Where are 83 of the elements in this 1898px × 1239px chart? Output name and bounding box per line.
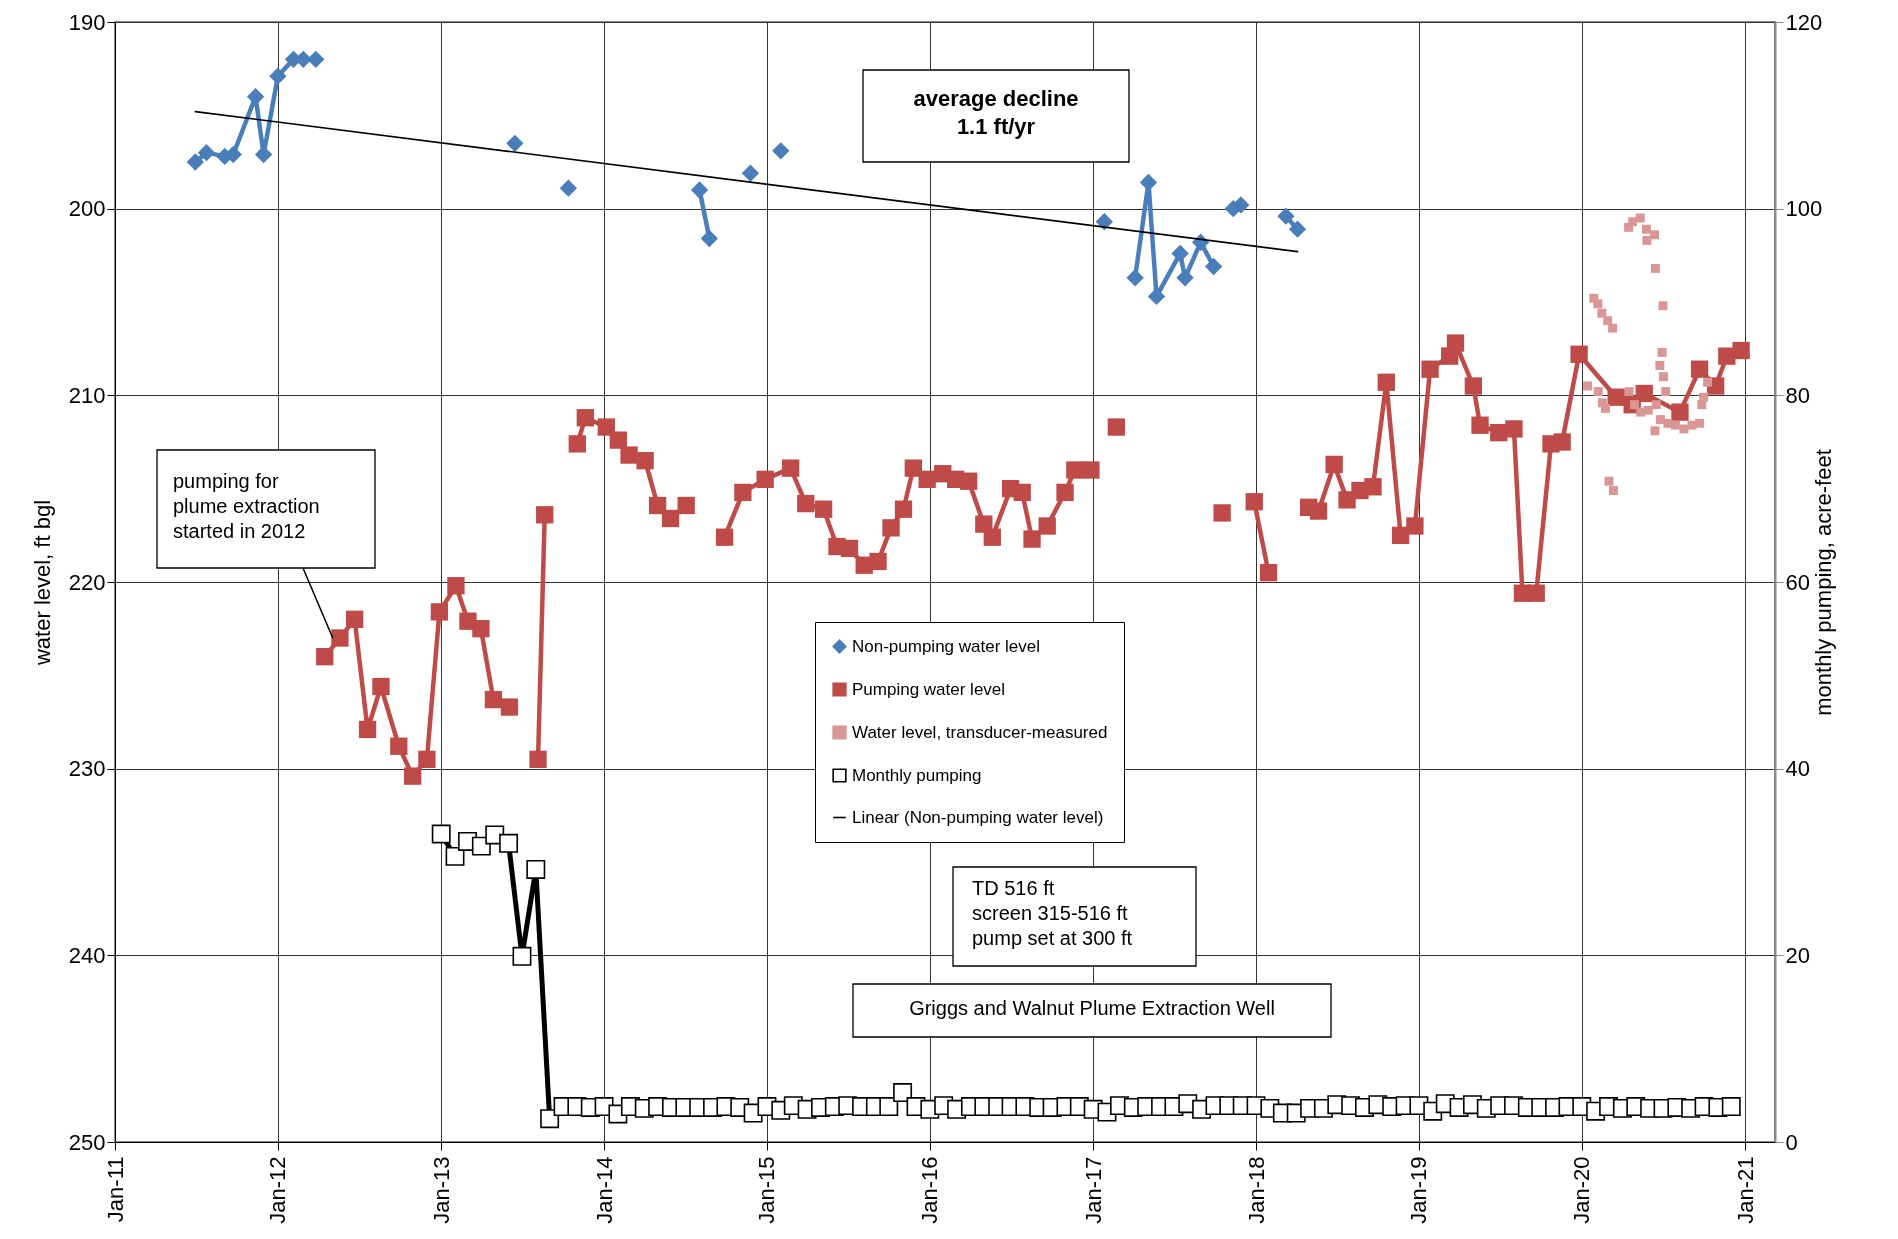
point bbox=[307, 50, 325, 68]
y2-tick-label: 0 bbox=[1785, 1129, 1798, 1155]
annotation: average decline 1.1 ft/yr bbox=[913, 86, 1079, 139]
x-tick-label: Jan-18 bbox=[1243, 1156, 1269, 1224]
y2-tick-label: 120 bbox=[1785, 9, 1823, 35]
y-tick-label: 230 bbox=[68, 756, 106, 782]
y2-tick-label: 20 bbox=[1785, 942, 1810, 968]
point bbox=[1650, 263, 1660, 273]
annotation: pumping for plume extraction started in 2012 bbox=[173, 470, 320, 542]
point bbox=[1658, 301, 1668, 311]
y2-axis-title: monthly pumping, acre-feet bbox=[1811, 449, 1837, 716]
point bbox=[1695, 418, 1705, 428]
point bbox=[1604, 476, 1614, 486]
point bbox=[1679, 424, 1689, 434]
point bbox=[269, 67, 287, 85]
point bbox=[506, 134, 524, 152]
point bbox=[1624, 387, 1634, 397]
point bbox=[1658, 372, 1668, 382]
y-tick-label: 190 bbox=[68, 9, 106, 35]
point bbox=[1655, 360, 1665, 370]
point bbox=[1642, 224, 1651, 234]
point bbox=[772, 142, 790, 160]
x-tick-label: Jan-16 bbox=[917, 1156, 943, 1224]
point bbox=[1597, 398, 1607, 408]
x-tick-label: Jan-14 bbox=[591, 1156, 617, 1224]
x-tick-label: Jan-20 bbox=[1569, 1156, 1595, 1224]
y-tick-label: 250 bbox=[68, 1129, 106, 1155]
point bbox=[1593, 299, 1603, 309]
point bbox=[1204, 257, 1223, 276]
y-axis-title: water level, ft bgl bbox=[29, 499, 55, 667]
point bbox=[559, 179, 578, 197]
y-tick-label: 200 bbox=[68, 196, 106, 222]
y-tick-label: 220 bbox=[68, 569, 106, 595]
x-tick-label: Jan-11 bbox=[102, 1156, 128, 1223]
point bbox=[1624, 222, 1634, 232]
x-tick-label: Jan-13 bbox=[428, 1156, 454, 1224]
point bbox=[1651, 400, 1661, 410]
legend-label: Linear (Non-pumping water level) bbox=[852, 807, 1104, 827]
point bbox=[1126, 269, 1144, 287]
x-tick-label: Jan-19 bbox=[1406, 1156, 1432, 1224]
point bbox=[1671, 420, 1680, 430]
point bbox=[1650, 426, 1660, 436]
point bbox=[1608, 486, 1618, 496]
y2-tick-label: 80 bbox=[1785, 382, 1810, 408]
legend-label: Non-pumping water level bbox=[852, 636, 1041, 656]
point bbox=[1642, 235, 1652, 245]
point bbox=[741, 164, 760, 182]
y2-tick-label: 60 bbox=[1785, 569, 1810, 595]
point bbox=[700, 229, 719, 248]
y2-tick-label: 100 bbox=[1785, 196, 1823, 222]
legend-label: Water level, transducer-measured bbox=[852, 722, 1108, 742]
legend-label: Pumping water level bbox=[852, 679, 1006, 699]
annotation: Griggs and Walnut Plume Extraction Well bbox=[909, 997, 1275, 1019]
y-tick-label: 240 bbox=[68, 942, 106, 968]
point bbox=[1657, 347, 1667, 357]
point bbox=[186, 153, 204, 171]
point bbox=[1277, 207, 1295, 225]
point bbox=[197, 144, 216, 162]
point bbox=[1583, 381, 1593, 391]
point bbox=[1597, 308, 1607, 318]
point bbox=[1635, 213, 1645, 223]
point bbox=[1703, 377, 1713, 387]
x-tick-label: Jan-15 bbox=[754, 1156, 780, 1224]
point bbox=[1636, 407, 1646, 417]
x-tick-label: Jan-12 bbox=[265, 1156, 291, 1224]
y-tick-label: 210 bbox=[68, 382, 106, 408]
legend-label: Monthly pumping bbox=[852, 765, 982, 785]
point bbox=[1650, 230, 1659, 240]
annotation: TD 516 ft screen 315-516 ft pump set at 300 ft bbox=[972, 877, 1133, 949]
point bbox=[690, 181, 709, 199]
x-tick-label: Jan-17 bbox=[1080, 1156, 1106, 1224]
point bbox=[1603, 316, 1613, 326]
point bbox=[1663, 418, 1673, 428]
point bbox=[1593, 387, 1603, 397]
x-tick-label: Jan-21 bbox=[1732, 1156, 1758, 1224]
point bbox=[1288, 220, 1307, 238]
y2-tick-label: 40 bbox=[1785, 756, 1810, 782]
point bbox=[1176, 269, 1194, 287]
point bbox=[1608, 323, 1618, 333]
point bbox=[1661, 387, 1671, 397]
point bbox=[1643, 405, 1653, 415]
point bbox=[1171, 244, 1189, 263]
point bbox=[1697, 400, 1707, 410]
